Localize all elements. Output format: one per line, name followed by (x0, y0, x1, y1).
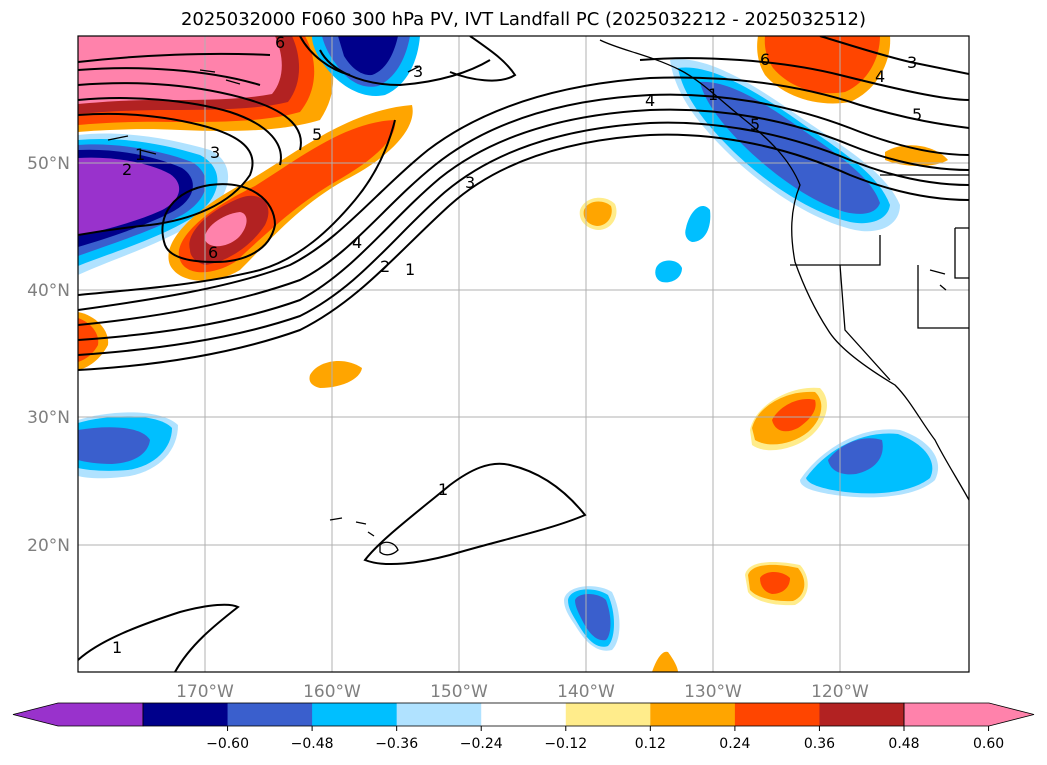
contour-label-1: 1 (112, 638, 122, 657)
contour-label-4: 4 (875, 67, 885, 86)
colorbar: −0.60 −0.48 −0.36 −0.24 −0.12 0.12 0.24 0.36 0.4… (12, 702, 1035, 752)
colorbar-tick-label: −0.36 (375, 736, 418, 752)
contour-label-4: 4 (352, 233, 362, 252)
pc-shading-small-cells (78, 197, 939, 672)
map-area: 1 2 3 4 5 6 1 2 3 6 3 4 1 5 6 4 3 5 1 1 (78, 33, 969, 672)
longitude-labels: 170°W 160°W 150°W 140°W 130°W 120°W (176, 682, 869, 702)
colorbar-tick-label: 0.48 (888, 736, 919, 752)
contour-label-3: 3 (413, 62, 423, 81)
lon-label-130w: 130°W (684, 682, 742, 702)
contour-label-3: 3 (907, 53, 917, 72)
colorbar-tick-label: 0.12 (635, 736, 666, 752)
colorbar-cell (650, 703, 736, 726)
colorbar-tick-label: 0.24 (719, 736, 750, 752)
contour-label-2: 2 (380, 257, 390, 276)
lon-label-160w: 160°W (303, 682, 361, 702)
contour-label-6: 6 (275, 33, 285, 52)
contour-label-6: 6 (760, 50, 770, 69)
colorbar-tick-label: −0.48 (291, 736, 334, 752)
colorbar-tick-label: 0.36 (804, 736, 835, 752)
contour-label-5: 5 (312, 125, 322, 144)
lat-label-30n: 30°N (27, 408, 70, 428)
map-title: 2025032000 F060 300 hPa PV, IVT Landfall… (180, 9, 867, 30)
colorbar-left-extend (12, 702, 144, 727)
colorbar-tick-label: −0.60 (206, 736, 249, 752)
colorbar-cell (396, 703, 482, 726)
contour-label-3: 3 (465, 173, 475, 192)
lon-label-140w: 140°W (557, 682, 615, 702)
contour-label-1: 1 (708, 85, 718, 104)
colorbar-cell (481, 703, 567, 726)
lat-label-20n: 20°N (27, 536, 70, 556)
contour-label-3: 3 (210, 143, 220, 162)
colorbar-cell (734, 703, 820, 726)
colorbar-tick-label: 0.60 (973, 736, 1004, 752)
pv-contours (78, 36, 969, 672)
latitude-labels: 50°N 40°N 30°N 20°N (27, 154, 70, 556)
colorbar-cell (565, 703, 651, 726)
contour-label-5: 5 (750, 115, 760, 134)
colorbar-right-extend (903, 702, 1035, 727)
pc-shading-central-positive-band (168, 105, 413, 281)
lon-label-120w: 120°W (811, 682, 869, 702)
contour-label-1: 1 (405, 260, 415, 279)
pc-shading-north-negative (312, 36, 420, 96)
lat-label-40n: 40°N (27, 281, 70, 301)
pc-shading-northwest-negative (78, 133, 229, 275)
lon-label-150w: 150°W (430, 682, 488, 702)
contour-label-4: 4 (645, 91, 655, 110)
lat-label-50n: 50°N (27, 154, 70, 174)
colorbar-tick-label: −0.12 (544, 736, 587, 752)
contour-label-5: 5 (912, 105, 922, 124)
map-frame (77, 35, 970, 673)
contour-labels: 1 2 3 4 5 6 1 2 3 6 3 4 1 5 6 4 3 5 1 1 (112, 33, 922, 657)
contour-label-6: 6 (208, 243, 218, 262)
contour-label-2: 2 (122, 160, 132, 179)
colorbar-tick-label: −0.24 (460, 736, 503, 752)
contour-label-1: 1 (135, 145, 145, 164)
colorbar-cell (227, 703, 313, 726)
colorbar-cell (143, 703, 229, 726)
colorbar-cell (819, 703, 905, 726)
colorbar-cell (312, 703, 398, 726)
lon-label-170w: 170°W (176, 682, 234, 702)
contour-label-1: 1 (438, 480, 448, 499)
